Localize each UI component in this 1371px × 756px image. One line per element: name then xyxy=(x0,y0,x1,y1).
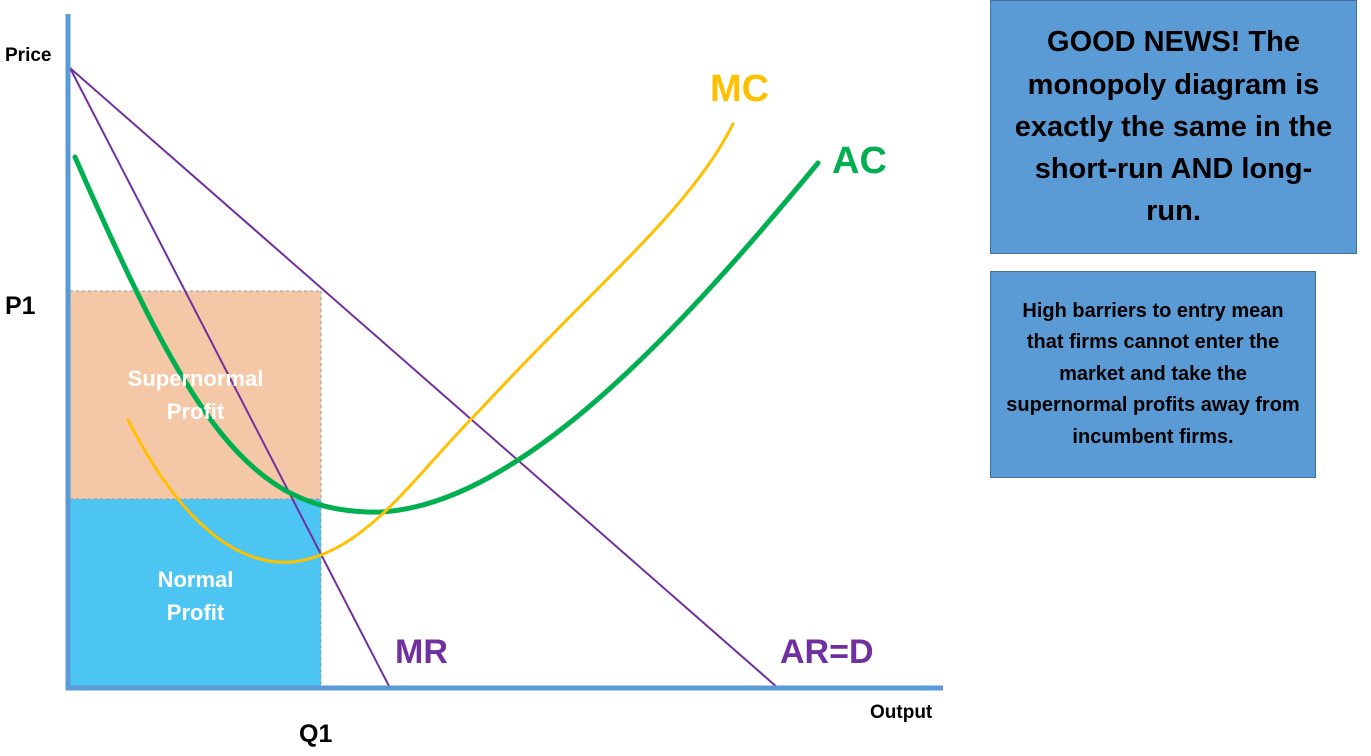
normal-profit-label: Normal Profit xyxy=(70,563,321,629)
ac-label: AC xyxy=(832,140,887,182)
ac-curve xyxy=(72,154,821,515)
ar-demand-label: AR=D xyxy=(780,633,874,671)
p1-label: P1 xyxy=(5,292,36,320)
mr-label: MR xyxy=(395,633,448,671)
supernormal-line-1: Supernormal xyxy=(127,366,264,391)
good-news-box: GOOD NEWS! The monopoly diagram is exact… xyxy=(990,0,1357,254)
ar-demand-curve xyxy=(69,67,779,689)
normal-line-2: Profit xyxy=(166,600,225,625)
x-axis-label: Output xyxy=(870,702,933,723)
supernormal-profit-label: Supernormal Profit xyxy=(70,362,321,428)
mc-curve xyxy=(126,122,735,564)
normal-line-1: Normal xyxy=(157,567,234,592)
supernormal-line-2: Profit xyxy=(166,399,225,424)
y-axis-label: Price xyxy=(5,45,52,66)
barriers-text: High barriers to entry mean that firms c… xyxy=(1006,299,1300,448)
q1-label: Q1 xyxy=(299,720,333,748)
normal-profit-area xyxy=(70,499,321,687)
mr-curve xyxy=(69,67,391,689)
good-news-text: GOOD NEWS! The monopoly diagram is exact… xyxy=(1014,26,1333,228)
mc-label: MC xyxy=(710,68,770,110)
barriers-box: High barriers to entry mean that firms c… xyxy=(990,271,1316,478)
